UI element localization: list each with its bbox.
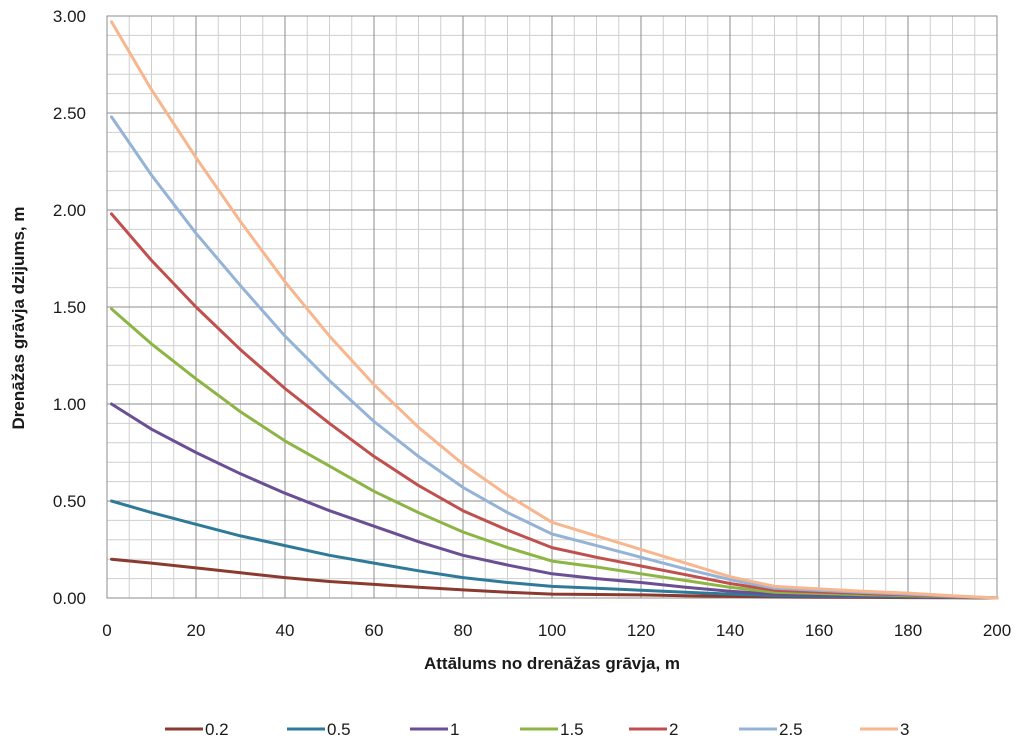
series-lines: [110, 20, 999, 600]
legend-label-2.5: 2.5: [779, 720, 803, 738]
x-tick-label: 100: [538, 621, 566, 640]
x-tick-label: 200: [983, 621, 1011, 640]
legend: 0.2 0.5 1 1.5 2 2.5 3: [165, 720, 909, 738]
legend-label-1.5: 1.5: [560, 720, 584, 738]
legend-label-2: 2: [669, 720, 678, 738]
legend-label-0.5: 0.5: [327, 720, 351, 738]
x-tick-label: 0: [102, 621, 111, 640]
y-tick-label: 1.50: [53, 298, 86, 317]
x-axis-tick-labels: 0 20 40 60 80 100 120 140 160 180 200: [102, 621, 1011, 640]
y-tick-label: 2.50: [53, 104, 86, 123]
x-tick-label: 160: [805, 621, 833, 640]
plot-area-border: [106, 15, 998, 599]
legend-label-1: 1: [450, 720, 459, 738]
y-tick-label: 1.00: [53, 395, 86, 414]
y-tick-label: 0.00: [53, 589, 86, 608]
y-axis-tick-labels: 0.00 0.50 1.00 1.50 2.00 2.50 3.00: [53, 7, 86, 608]
x-axis-title: Attālums no drenāžas grāvja, m: [424, 654, 680, 673]
y-tick-label: 0.50: [53, 492, 86, 511]
series-line-3: [110, 20, 999, 600]
y-axis-title: Drenāžas grāvja dzijums, m: [9, 207, 28, 430]
x-tick-label: 140: [716, 621, 744, 640]
x-tick-label: 180: [894, 621, 922, 640]
legend-label-0.2: 0.2: [205, 720, 229, 738]
x-tick-label: 20: [187, 621, 206, 640]
x-tick-label: 120: [627, 621, 655, 640]
x-tick-label: 40: [276, 621, 295, 640]
y-tick-label: 3.00: [53, 7, 86, 26]
x-tick-label: 60: [365, 621, 384, 640]
x-tick-label: 80: [454, 621, 473, 640]
plot-frame: [106, 15, 998, 599]
legend-label-3: 3: [900, 720, 909, 738]
y-tick-label: 2.00: [53, 201, 86, 220]
series-line-2: [110, 212, 999, 600]
series-line-2.5: [110, 115, 999, 600]
